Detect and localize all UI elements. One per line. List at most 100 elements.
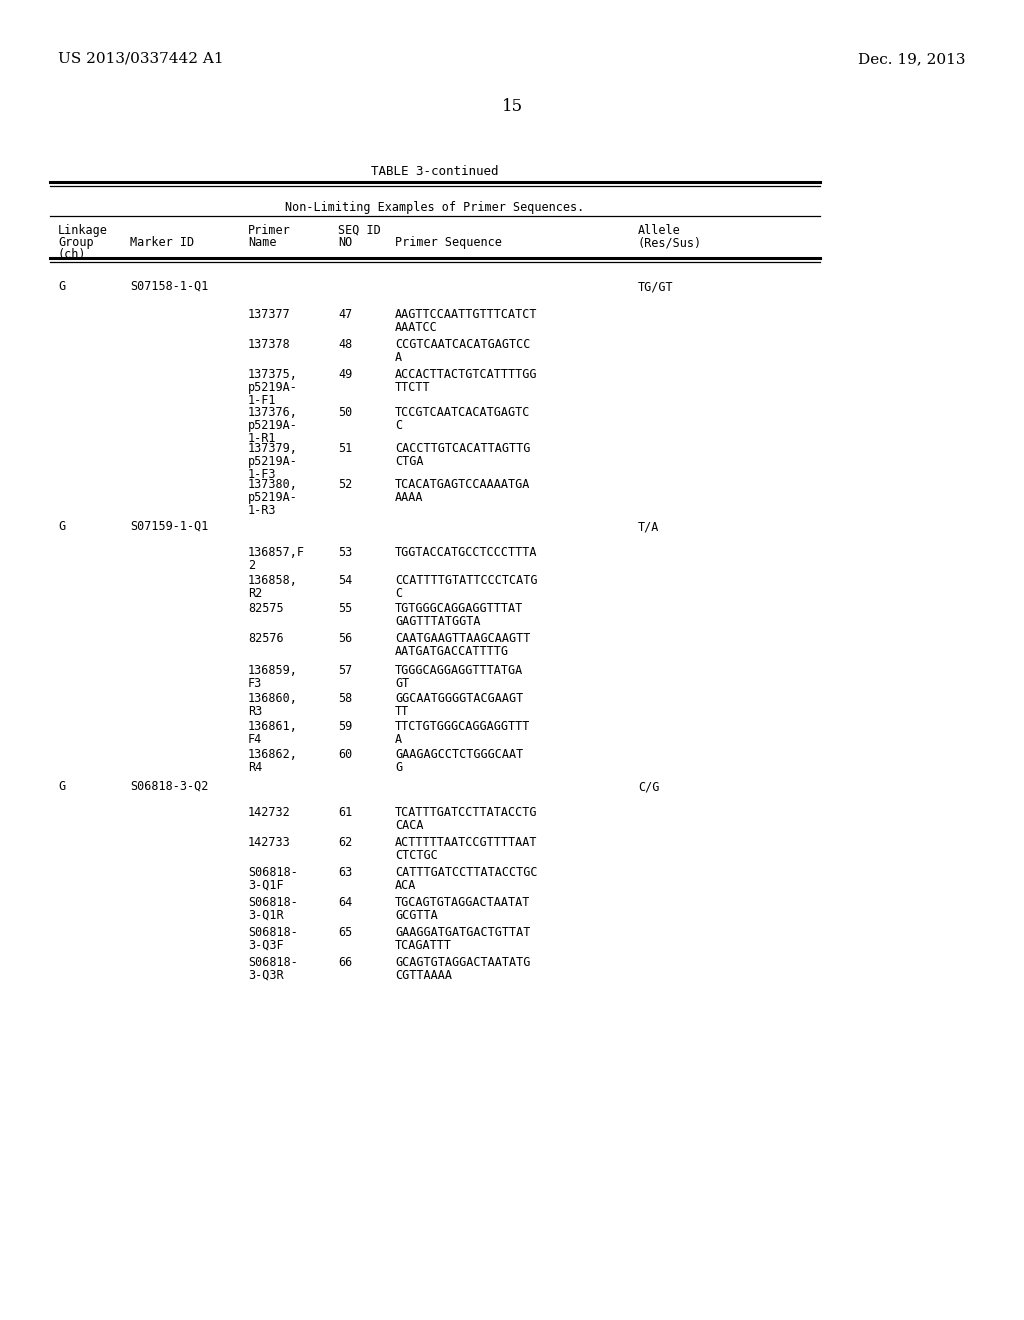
- Text: G: G: [58, 280, 66, 293]
- Text: CGTTAAAA: CGTTAAAA: [395, 969, 452, 982]
- Text: F4: F4: [248, 733, 262, 746]
- Text: 1-F1: 1-F1: [248, 393, 276, 407]
- Text: Group: Group: [58, 236, 93, 249]
- Text: Name: Name: [248, 236, 276, 249]
- Text: 63: 63: [338, 866, 352, 879]
- Text: S06818-: S06818-: [248, 896, 298, 909]
- Text: 137379,: 137379,: [248, 442, 298, 455]
- Text: p5219A-: p5219A-: [248, 491, 298, 504]
- Text: ACTTTTTAATCCGTTTTAAT: ACTTTTTAATCCGTTTTAAT: [395, 836, 538, 849]
- Text: TCATTTGATCCTTATACCTG: TCATTTGATCCTTATACCTG: [395, 807, 538, 818]
- Text: 51: 51: [338, 442, 352, 455]
- Text: 49: 49: [338, 368, 352, 381]
- Text: TTCTGTGGGCAGGAGGTTT: TTCTGTGGGCAGGAGGTTT: [395, 719, 530, 733]
- Text: 3-Q1F: 3-Q1F: [248, 879, 284, 892]
- Text: CCGTCAATCACATGAGTCC: CCGTCAATCACATGAGTCC: [395, 338, 530, 351]
- Text: 57: 57: [338, 664, 352, 677]
- Text: 136858,: 136858,: [248, 574, 298, 587]
- Text: S06818-: S06818-: [248, 866, 298, 879]
- Text: G: G: [395, 762, 402, 774]
- Text: Non-Limiting Examples of Primer Sequences.: Non-Limiting Examples of Primer Sequence…: [286, 201, 585, 214]
- Text: 1-F3: 1-F3: [248, 469, 276, 480]
- Text: 47: 47: [338, 308, 352, 321]
- Text: GAGTTTATGGTA: GAGTTTATGGTA: [395, 615, 480, 628]
- Text: 82576: 82576: [248, 632, 284, 645]
- Text: NO: NO: [338, 236, 352, 249]
- Text: 60: 60: [338, 748, 352, 762]
- Text: TABLE 3-continued: TABLE 3-continued: [372, 165, 499, 178]
- Text: F3: F3: [248, 677, 262, 690]
- Text: AAATCC: AAATCC: [395, 321, 437, 334]
- Text: 56: 56: [338, 632, 352, 645]
- Text: 137380,: 137380,: [248, 478, 298, 491]
- Text: TG/GT: TG/GT: [638, 280, 674, 293]
- Text: AATGATGACCATTTTG: AATGATGACCATTTTG: [395, 645, 509, 657]
- Text: G: G: [58, 520, 66, 533]
- Text: 136859,: 136859,: [248, 664, 298, 677]
- Text: 137377: 137377: [248, 308, 291, 321]
- Text: G: G: [58, 780, 66, 793]
- Text: 137378: 137378: [248, 338, 291, 351]
- Text: (Res/Sus): (Res/Sus): [638, 236, 702, 249]
- Text: CATTTGATCCTTATACCTGC: CATTTGATCCTTATACCTGC: [395, 866, 538, 879]
- Text: C: C: [395, 587, 402, 601]
- Text: 137375,: 137375,: [248, 368, 298, 381]
- Text: TCCGTCAATCACATGAGTC: TCCGTCAATCACATGAGTC: [395, 407, 530, 418]
- Text: Allele: Allele: [638, 224, 681, 238]
- Text: ACA: ACA: [395, 879, 417, 892]
- Text: CAATGAAGTTAAGCAAGTT: CAATGAAGTTAAGCAAGTT: [395, 632, 530, 645]
- Text: GT: GT: [395, 677, 410, 690]
- Text: R3: R3: [248, 705, 262, 718]
- Text: TT: TT: [395, 705, 410, 718]
- Text: AAGTTCCAATTGTTTCATCT: AAGTTCCAATTGTTTCATCT: [395, 308, 538, 321]
- Text: R4: R4: [248, 762, 262, 774]
- Text: 15: 15: [502, 98, 522, 115]
- Text: US 2013/0337442 A1: US 2013/0337442 A1: [58, 51, 223, 66]
- Text: TCAGATTT: TCAGATTT: [395, 939, 452, 952]
- Text: p5219A-: p5219A-: [248, 418, 298, 432]
- Text: 136861,: 136861,: [248, 719, 298, 733]
- Text: 48: 48: [338, 338, 352, 351]
- Text: 3-Q3F: 3-Q3F: [248, 939, 284, 952]
- Text: p5219A-: p5219A-: [248, 381, 298, 393]
- Text: 65: 65: [338, 927, 352, 939]
- Text: 136857,F: 136857,F: [248, 546, 305, 558]
- Text: TGTGGGCAGGAGGTTTAT: TGTGGGCAGGAGGTTTAT: [395, 602, 523, 615]
- Text: S06818-3-Q2: S06818-3-Q2: [130, 780, 208, 793]
- Text: T/A: T/A: [638, 520, 659, 533]
- Text: 61: 61: [338, 807, 352, 818]
- Text: p5219A-: p5219A-: [248, 455, 298, 469]
- Text: S06818-: S06818-: [248, 927, 298, 939]
- Text: 58: 58: [338, 692, 352, 705]
- Text: GCGTTA: GCGTTA: [395, 909, 437, 921]
- Text: TGGGCAGGAGGTTTATGA: TGGGCAGGAGGTTTATGA: [395, 664, 523, 677]
- Text: TCACATGAGTCCAAAATGA: TCACATGAGTCCAAAATGA: [395, 478, 530, 491]
- Text: A: A: [395, 733, 402, 746]
- Text: TTCTT: TTCTT: [395, 381, 431, 393]
- Text: 66: 66: [338, 956, 352, 969]
- Text: 55: 55: [338, 602, 352, 615]
- Text: C/G: C/G: [638, 780, 659, 793]
- Text: 59: 59: [338, 719, 352, 733]
- Text: S06818-: S06818-: [248, 956, 298, 969]
- Text: CTGA: CTGA: [395, 455, 424, 469]
- Text: 50: 50: [338, 407, 352, 418]
- Text: Marker ID: Marker ID: [130, 236, 195, 249]
- Text: 64: 64: [338, 896, 352, 909]
- Text: 136860,: 136860,: [248, 692, 298, 705]
- Text: Primer Sequence: Primer Sequence: [395, 236, 502, 249]
- Text: 3-Q3R: 3-Q3R: [248, 969, 284, 982]
- Text: 62: 62: [338, 836, 352, 849]
- Text: Linkage: Linkage: [58, 224, 108, 238]
- Text: Primer: Primer: [248, 224, 291, 238]
- Text: 137376,: 137376,: [248, 407, 298, 418]
- Text: S07158-1-Q1: S07158-1-Q1: [130, 280, 208, 293]
- Text: Dec. 19, 2013: Dec. 19, 2013: [858, 51, 966, 66]
- Text: R2: R2: [248, 587, 262, 601]
- Text: GGCAATGGGGTACGAAGT: GGCAATGGGGTACGAAGT: [395, 692, 523, 705]
- Text: CACCTTGTCACATTAGTTG: CACCTTGTCACATTAGTTG: [395, 442, 530, 455]
- Text: 82575: 82575: [248, 602, 284, 615]
- Text: CACA: CACA: [395, 818, 424, 832]
- Text: ACCACTTACTGTCATTTTGG: ACCACTTACTGTCATTTTGG: [395, 368, 538, 381]
- Text: S07159-1-Q1: S07159-1-Q1: [130, 520, 208, 533]
